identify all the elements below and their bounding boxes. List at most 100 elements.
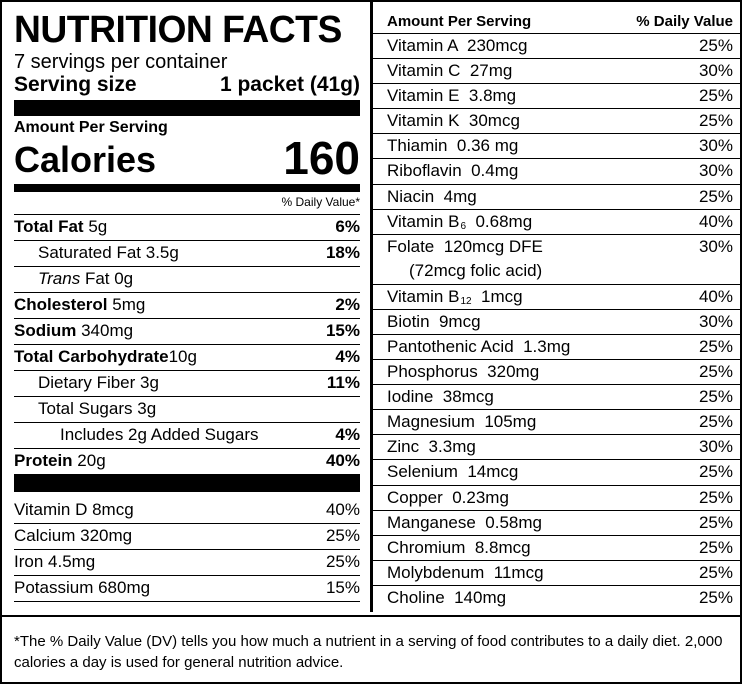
nutrient-name: Cholesterol <box>14 295 108 314</box>
vitamin-text: Molybdenum 11mcg <box>387 562 544 582</box>
vitamin-text: Chromium 8.8mcg <box>387 537 531 557</box>
nutrient-amount: 20g <box>77 451 106 470</box>
vitamin-text: Choline 140mg <box>387 587 507 607</box>
vitamin-row: Folate 120mcg DFE 30% (72mcg folic acid) <box>373 235 742 285</box>
vitamin-pct: 30% <box>698 161 733 181</box>
vitamin-text-group: Phosphorus 320mg <box>387 360 539 384</box>
vitamin-pct: 25% <box>698 186 733 206</box>
nutrient-name: Includes 2g Added Sugars <box>60 425 259 444</box>
vitamin-pct: 40% <box>698 211 733 231</box>
serving-size-row: Serving size 1 packet (41g) <box>14 72 360 98</box>
vitamin-text: Selenium 14mcg <box>387 462 519 482</box>
vitamin-row: Selenium 14mcg 25% <box>373 460 742 486</box>
vitamin-row: Niacin 4mg 25% <box>373 185 742 210</box>
nutrient-name: Total Sugars <box>38 399 133 418</box>
vitamin-pct: 25% <box>698 587 733 607</box>
nutrient-pct: 15% <box>325 321 360 340</box>
vitamin-pct: 30% <box>698 437 733 457</box>
vitamin-text: Magnesium 105mg <box>387 412 537 432</box>
right-vitamin-list: Vitamin A 230mcg 25% Vitamin C 27mg 30% Vita… <box>373 34 742 611</box>
nutrient-name: Dietary Fiber <box>38 373 136 392</box>
vitamin-amount: 0.68mg <box>466 211 533 231</box>
vitamin-text: Manganese 0.58mg <box>387 512 542 532</box>
vitamin-row: Pantothenic Acid 1.3mg 25% <box>373 335 742 361</box>
vitamin-pct: 25% <box>698 336 733 356</box>
nutrient-pct: 18% <box>325 243 360 262</box>
vitamin-pct: 25% <box>698 412 733 432</box>
nutrient-amount: Fat 0g <box>84 269 134 288</box>
vitamin-pct: 25% <box>698 487 733 507</box>
vitamin-text-group: Iodine 38mcg <box>387 385 494 409</box>
vitamin-pct: 25% <box>698 36 733 55</box>
nutrient-name: Trans <box>38 269 81 288</box>
nutrient-name: Total Fat <box>14 217 84 236</box>
nutrient-row-protein: Protein 20g 40% <box>14 448 360 474</box>
right-header-dv: % Daily Value <box>636 13 733 30</box>
calories-value: 160 <box>283 132 360 184</box>
vitamin-text: Iron 4.5mg <box>14 552 96 571</box>
right-panel: Amount Per Serving % Daily Value Vitamin… <box>370 2 742 612</box>
vitamin-row: Molybdenum 11mcg 25% <box>373 561 742 586</box>
calories-row: Calories 160 <box>14 132 360 184</box>
divider-medium <box>14 184 360 192</box>
vitamin-row: Manganese 0.58mg 25% <box>373 511 742 536</box>
vitamin-amount: 1mcg <box>471 286 523 306</box>
nutrient-amount: 3g <box>137 399 157 418</box>
nutrient-name: Total Carbohydrate <box>14 347 169 366</box>
vitamin-text-group: Copper 0.23mg <box>387 486 509 510</box>
label-title: NUTRITION FACTS <box>14 9 342 51</box>
vitamin-text: Copper 0.23mg <box>387 487 509 507</box>
vitamin-text: Potassium 680mg <box>14 578 151 597</box>
vitamin-text-group: Niacin 4mg <box>387 185 477 209</box>
vitamin-text: Pantothenic Acid 1.3mg <box>387 336 571 356</box>
right-header-amount: Amount Per Serving <box>387 13 532 30</box>
nutrient-list: Total Fat 5g 6% Saturated Fat 3.5g 18% T… <box>14 214 360 474</box>
vitamin-pct: 25% <box>698 537 733 557</box>
vitamin-row: Iron 4.5mg 25% <box>14 549 360 575</box>
vitamin-text-group: Zinc 3.3mg <box>387 435 476 459</box>
vitamin-row: Vitamin B6 0.68mg 40% <box>373 210 742 235</box>
nutrient-row-saturated-fat: Saturated Fat 3.5g 18% <box>14 240 360 266</box>
nutrient-pct: 4% <box>335 425 360 444</box>
vitamin-row: Copper 0.23mg 25% <box>373 486 742 511</box>
vitamin-row: Calcium 320mg 25% <box>14 523 360 549</box>
divider-thick <box>14 100 360 116</box>
amount-per-serving: Amount Per Serving <box>14 119 168 136</box>
vitamin-text: Vitamin E 3.8mg <box>387 86 517 106</box>
vitamin-pct: 15% <box>325 578 360 597</box>
vitamin-text: Iodine 38mcg <box>387 387 494 407</box>
vitamin-subtext: (72mcg folic acid) <box>409 260 543 280</box>
vitamin-text-group: Vitamin A 230mcg <box>387 34 528 58</box>
vitamin-pct: 25% <box>325 552 360 571</box>
vitamin-pct: 30% <box>698 311 733 331</box>
vitamin-row: Vitamin D 8mcg 40% <box>14 498 360 523</box>
footnote: *The % Daily Value (DV) tells you how mu… <box>2 615 740 673</box>
vitamin-pct: 40% <box>698 286 733 306</box>
vitamin-text: Vitamin B <box>387 211 460 231</box>
nutrient-pct: 11% <box>326 373 360 392</box>
vitamin-text: Vitamin B <box>387 286 460 306</box>
nutrient-amount: 10g <box>168 347 197 366</box>
nutrient-pct: 4% <box>335 347 360 366</box>
vitamin-text: Vitamin D 8mcg <box>14 500 134 519</box>
serving-size-value: 1 packet (41g) <box>219 73 360 96</box>
vitamin-text-group: Vitamin K 30mcg <box>387 109 520 133</box>
divider-thick <box>14 474 360 492</box>
vitamin-pct: 25% <box>325 526 360 545</box>
vitamin-row: Choline 140mg 25% <box>373 586 742 611</box>
vitamin-text: Vitamin C 27mg <box>387 61 513 81</box>
nutrient-name: Protein <box>14 451 73 470</box>
vitamin-pct: 25% <box>698 387 733 407</box>
vitamin-text: Niacin 4mg <box>387 186 477 206</box>
vitamin-row: Vitamin B12 1mcg 40% <box>373 285 742 310</box>
vitamin-text-group: Chromium 8.8mcg <box>387 536 531 560</box>
vitamin-text-group: Riboflavin 0.4mg <box>387 159 518 183</box>
vitamin-row: Zinc 3.3mg 30% <box>373 435 742 461</box>
vitamin-text-group: Biotin 9mcg <box>387 310 481 334</box>
nutrient-amount: 5mg <box>112 295 146 314</box>
servings-per-container: 7 servings per container <box>14 51 228 73</box>
nutrient-name: Saturated Fat <box>38 243 142 262</box>
vitamin-row: Iodine 38mcg 25% <box>373 385 742 411</box>
nutrient-row-total-fat: Total Fat 5g 6% <box>14 215 360 240</box>
